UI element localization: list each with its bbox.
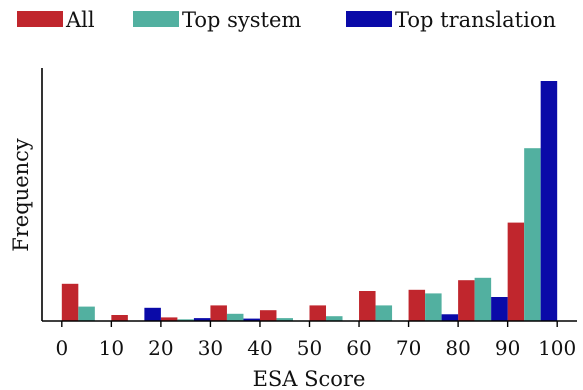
bar-top-translation-90 (540, 81, 558, 321)
y-axis-title: Frequency (9, 138, 33, 252)
bar-top-system-30 (226, 313, 244, 321)
bar-all-90 (507, 222, 525, 321)
bar-top-system-20 (177, 319, 194, 321)
x-tick-label-30: 30 (198, 336, 223, 360)
bar-top-system-90 (524, 148, 541, 321)
bar-top-system-70 (425, 293, 442, 321)
bar-all-20 (160, 317, 178, 321)
x-tick-label-0: 0 (55, 336, 68, 360)
x-tick-label-50: 50 (297, 336, 322, 360)
axes (41, 68, 577, 322)
x-tick-label-70: 70 (396, 336, 421, 360)
x-tick-label-20: 20 (148, 336, 173, 360)
bar-all-70 (408, 289, 426, 321)
x-tick-label-60: 60 (346, 336, 371, 360)
bar-top-translation-70 (441, 314, 459, 321)
x-tick-label-10: 10 (99, 336, 124, 360)
legend-swatch-top-system (133, 11, 179, 27)
x-ticks: 0 10 20 30 40 50 60 70 80 90 100 (55, 321, 576, 360)
bar-all-60 (359, 291, 376, 321)
bar-all-50 (309, 305, 327, 321)
x-axis-title: ESA Score (253, 367, 366, 390)
x-tick-label-40: 40 (247, 336, 272, 360)
bar-top-translation-10 (144, 307, 161, 321)
legend-swatch-all (17, 11, 63, 27)
bar-all-10 (111, 315, 128, 321)
legend-label-all: All (65, 8, 95, 32)
bar-top-translation-80 (491, 297, 508, 321)
bars-group (61, 81, 558, 321)
bar-all-80 (458, 280, 475, 321)
x-tick-label-90: 90 (495, 336, 520, 360)
legend-label-top-system: Top system (182, 8, 301, 32)
x-tick-label-80: 80 (445, 336, 470, 360)
x-tick-label-100: 100 (538, 336, 576, 360)
bar-all-30 (210, 305, 227, 321)
legend-label-top-translation: Top translation (395, 8, 556, 32)
bar-top-system-0 (78, 306, 95, 321)
bar-top-system-50 (326, 316, 343, 321)
bar-top-translation-30 (243, 318, 260, 321)
bar-top-system-80 (474, 277, 492, 321)
legend-swatch-top-translation (346, 11, 392, 27)
bar-top-system-60 (375, 305, 393, 321)
bar-top-translation-20 (193, 318, 211, 321)
bar-top-system-40 (276, 318, 293, 321)
bar-all-40 (259, 310, 277, 321)
bar-all-0 (61, 283, 79, 321)
legend: All Top system Top translation (17, 8, 556, 32)
